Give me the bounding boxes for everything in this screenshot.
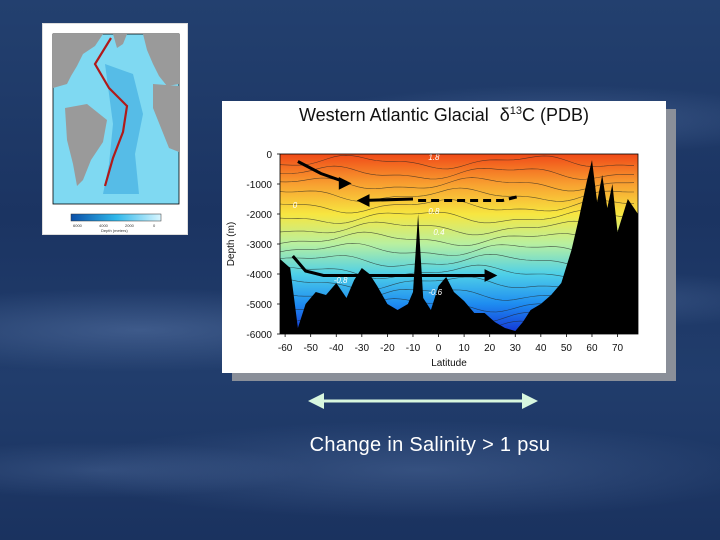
colorbar-tick: 6000 [73,223,83,228]
x-tick-label: 70 [612,343,624,354]
colorbar-tick: 2000 [125,223,135,228]
contour-line [280,199,635,214]
colorbar-tick: 4000 [99,223,109,228]
title-superscript: 13 [509,105,523,117]
upper-flow-arrow [297,160,347,184]
arrow-head-right [522,393,538,409]
y-tick-label: -3000 [246,240,272,251]
double-arrow-icon [308,393,538,409]
colorbar-tick: 0 [153,223,156,228]
x-tick-label: -60 [278,343,293,354]
y-tick-label: -2000 [246,210,272,221]
x-axis-label: Latitude [431,358,467,369]
contour-label: 0.4 [433,228,445,237]
contour-line [280,165,634,180]
contour-line [280,187,634,202]
colorbar-label: Depth (meters) [101,228,128,233]
y-tick-label: -1000 [246,180,272,191]
map-graphic: 6000 4000 2000 0 Depth (meters) [52,33,180,233]
x-tick-label: 40 [535,343,547,354]
x-tick-label: 20 [484,343,496,354]
x-tick-label: -40 [329,343,344,354]
x-tick-label: -50 [303,343,318,354]
x-tick-label: 0 [436,343,442,354]
axes: 0-1000-2000-3000-4000-5000-6000-60 -50 -40… [226,150,639,369]
deep-flow-arrow [291,255,490,277]
northern-dashed-arrow [418,194,521,202]
x-tick-label: -10 [406,343,421,354]
middle-arrow-head [356,194,370,207]
salinity-caption: Change in Salinity > 1 psu [309,434,551,456]
north-america-landmass [53,34,103,88]
contour-label: 0.8 [428,207,440,216]
y-tick-label: -5000 [246,300,272,311]
x-tick-label: 60 [586,343,598,354]
x-tick-label: 50 [561,343,573,354]
arrow-head-left [308,393,324,409]
chart-title: Western Atlantic Glacial δ13C (PDB) [222,105,666,126]
contour-line [280,154,635,170]
title-delta-symbol: δ [499,105,510,125]
title-prefix: Western Atlantic Glacial [298,105,489,125]
contour-label: -0.6 [428,288,442,297]
x-tick-label: -30 [355,343,370,354]
atlantic-map: 6000 4000 2000 0 Depth (meters) [42,23,188,235]
y-axis-label: Depth (m) [226,222,237,266]
contour-label: -0.8 [334,276,348,285]
contour-line [280,220,635,236]
middle-flow-arrow [361,197,414,202]
contour-label: 1.8 [428,153,440,162]
y-tick-label: 0 [266,150,272,161]
x-tick-label: -20 [380,343,395,354]
contour-line [280,209,635,224]
x-tick-label: 30 [510,343,522,354]
deep-arrow-head [484,269,498,282]
contour-label: 0 [293,201,298,210]
contour-line [280,231,635,247]
plot-area: 1.8 0 0.8 0.4 -0.8 -0.6 [280,153,638,334]
greenland-landmass [113,34,127,48]
europe-africa-landmass [143,34,179,86]
x-tick-label: 10 [459,343,471,354]
title-suffix: C (PDB) [522,105,590,125]
section-chart: 1.8 0 0.8 0.4 -0.8 -0.6 0 -1000 -2000 -3000 -4000… [226,150,639,369]
seafloor-bathymetry [280,160,638,334]
chart-panel: Western Atlantic Glacial δ13C (PDB) 1.8 0… [222,101,666,373]
upper-arrow-head [338,177,352,190]
y-tick-label: -4000 [246,270,272,281]
section-track [93,37,129,187]
africa-landmass [153,84,179,152]
south-america-landmass [65,104,107,186]
depth-colorbar [70,213,162,222]
y-tick-label: -6000 [246,330,272,341]
